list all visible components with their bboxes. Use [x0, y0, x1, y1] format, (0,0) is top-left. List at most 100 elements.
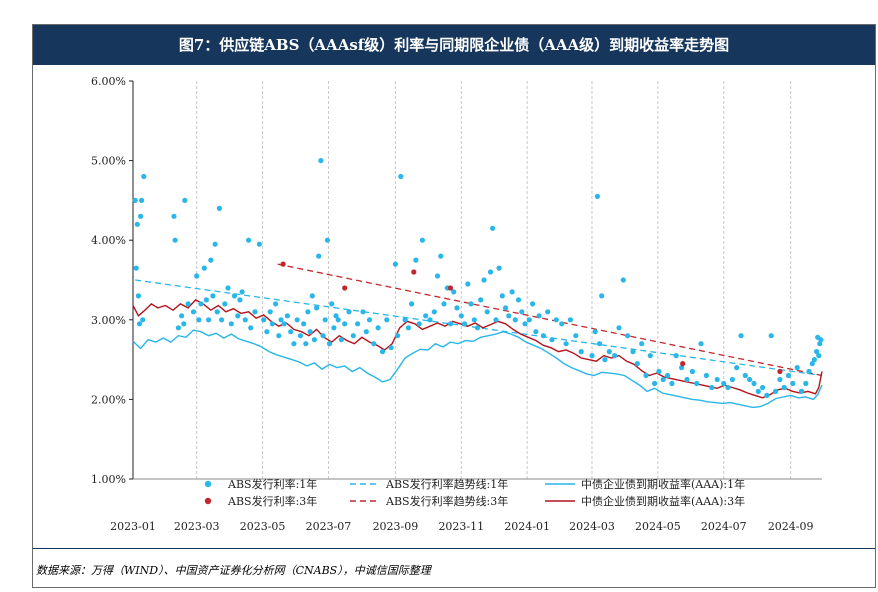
series-bond_1y-line: [132, 329, 823, 409]
data-point-abs_1y: [363, 329, 369, 335]
data-point-abs_1y: [487, 269, 494, 275]
data-point-abs_1y: [809, 361, 815, 367]
data-point-abs_1y: [689, 368, 696, 375]
data-point-abs_1y: [509, 289, 515, 295]
data-point-abs_1y: [416, 321, 422, 327]
data-point-abs_1y: [481, 277, 487, 283]
data-point-abs_1y: [288, 329, 294, 335]
data-point-abs_1y: [773, 388, 779, 394]
data-point-abs_1y: [451, 289, 457, 295]
data-point-abs_1y: [461, 321, 468, 327]
data-point-abs_1y: [297, 333, 303, 339]
axes: [129, 80, 822, 480]
data-point-abs_1y: [760, 384, 766, 391]
data-point-abs_1y: [625, 333, 631, 339]
data-point-abs_1y: [734, 365, 740, 371]
data-point-abs_1y: [441, 301, 447, 307]
data-point-abs_3y: [447, 285, 454, 291]
data-point-abs_1y: [573, 333, 579, 339]
data-point-abs_1y: [471, 317, 477, 323]
data-point-abs_1y: [413, 257, 419, 263]
legend-label-trend_3y: ABS发行利率趋势线:3年: [385, 494, 508, 508]
data-point-abs_1y: [366, 317, 373, 323]
legend-marker-abs_3y: [204, 497, 212, 505]
data-point-abs_1y: [817, 341, 823, 347]
data-point-abs_1y: [679, 365, 685, 371]
data-point-abs_1y: [320, 333, 326, 339]
data-point-abs_1y: [545, 309, 551, 315]
data-point-abs_1y: [634, 361, 640, 367]
data-point-abs_1y: [264, 329, 270, 335]
data-point-abs_1y: [222, 301, 228, 307]
data-point-abs_1y: [301, 321, 307, 327]
data-point-abs_1y: [248, 325, 254, 331]
data-point-abs_1y: [346, 309, 352, 315]
data-point-abs_1y: [474, 325, 481, 331]
data-point-abs_1y: [602, 357, 608, 363]
data-point-abs_1y: [721, 380, 727, 387]
source-divider: [33, 548, 875, 549]
data-point-abs_1y: [660, 376, 666, 383]
data-point-abs_1y: [777, 376, 783, 383]
legend-marker-abs_1y: [204, 480, 212, 488]
data-point-abs_1y: [526, 317, 532, 323]
data-point-abs_1y: [612, 353, 618, 359]
data-point-abs_1y: [768, 333, 774, 339]
data-point-abs_1y: [136, 321, 143, 327]
x-tick-label: 2023-07: [306, 520, 352, 533]
data-point-abs_1y: [216, 205, 222, 211]
data-point-abs_1y: [742, 372, 748, 379]
data-point-abs_1y: [242, 317, 248, 323]
y-tick-label: 5.00%: [91, 155, 126, 168]
data-point-abs_1y: [454, 305, 460, 311]
data-point-abs_1y: [210, 293, 216, 299]
data-point-abs_3y: [411, 269, 417, 275]
data-point-abs_1y: [512, 317, 518, 323]
data-point-abs_1y: [185, 301, 191, 307]
x-tick-label: 2023-05: [240, 520, 286, 533]
x-tick-label: 2023-01: [110, 520, 156, 533]
data-point-abs_1y: [318, 158, 324, 164]
data-point-abs_1y: [818, 337, 824, 343]
data-point-abs_1y: [133, 265, 139, 271]
data-point-abs_1y: [237, 297, 243, 303]
data-point-abs_1y: [405, 325, 411, 331]
data-point-abs_1y: [709, 384, 715, 391]
data-point-abs_1y: [536, 313, 542, 319]
data-point-abs_1y: [132, 197, 138, 203]
data-point-abs_1y: [669, 380, 675, 387]
data-point-abs_1y: [333, 313, 339, 319]
legend-label-trend_1y: ABS发行利率趋势线:1年: [385, 477, 508, 491]
data-point-abs_1y: [673, 353, 679, 359]
data-point-abs_1y: [427, 317, 433, 323]
data-point-abs_1y: [530, 301, 536, 307]
data-point-abs_1y: [276, 333, 282, 339]
data-point-abs_1y: [781, 384, 787, 391]
data-point-abs_1y: [246, 237, 252, 243]
data-point-abs_1y: [499, 293, 505, 299]
data-point-abs_1y: [335, 317, 341, 323]
legend-label-bond_1y: 中债企业债到期收益率(AAA):1年: [581, 477, 745, 491]
series-trend_3y-line: [277, 263, 823, 377]
data-point-abs_1y: [447, 321, 454, 327]
data-point-abs_1y: [419, 237, 425, 243]
data-point-abs_1y: [214, 309, 220, 315]
figure-frame: [32, 24, 876, 588]
data-point-abs_1y: [751, 380, 757, 387]
y-tick-label: 2.00%: [91, 393, 126, 406]
data-point-abs_1y: [291, 341, 297, 347]
data-point-abs_1y: [698, 341, 704, 347]
data-point-abs_1y: [324, 237, 330, 243]
data-point-abs_1y: [738, 333, 744, 339]
data-point-abs_1y: [219, 317, 225, 323]
data-point-abs_1y: [764, 392, 770, 398]
x-tick-label: 2024-01: [504, 520, 550, 533]
data-point-abs_1y: [194, 273, 200, 279]
data-point-abs_1y: [316, 253, 322, 259]
data-point-abs_1y: [606, 349, 612, 355]
data-point-abs_1y: [785, 372, 792, 379]
data-point-abs_1y: [190, 309, 197, 315]
data-point-abs_1y: [729, 376, 736, 383]
legend-label-bond_3y: 中债企业债到期收益率(AAA):3年: [581, 494, 745, 508]
series-lines: [132, 263, 823, 409]
